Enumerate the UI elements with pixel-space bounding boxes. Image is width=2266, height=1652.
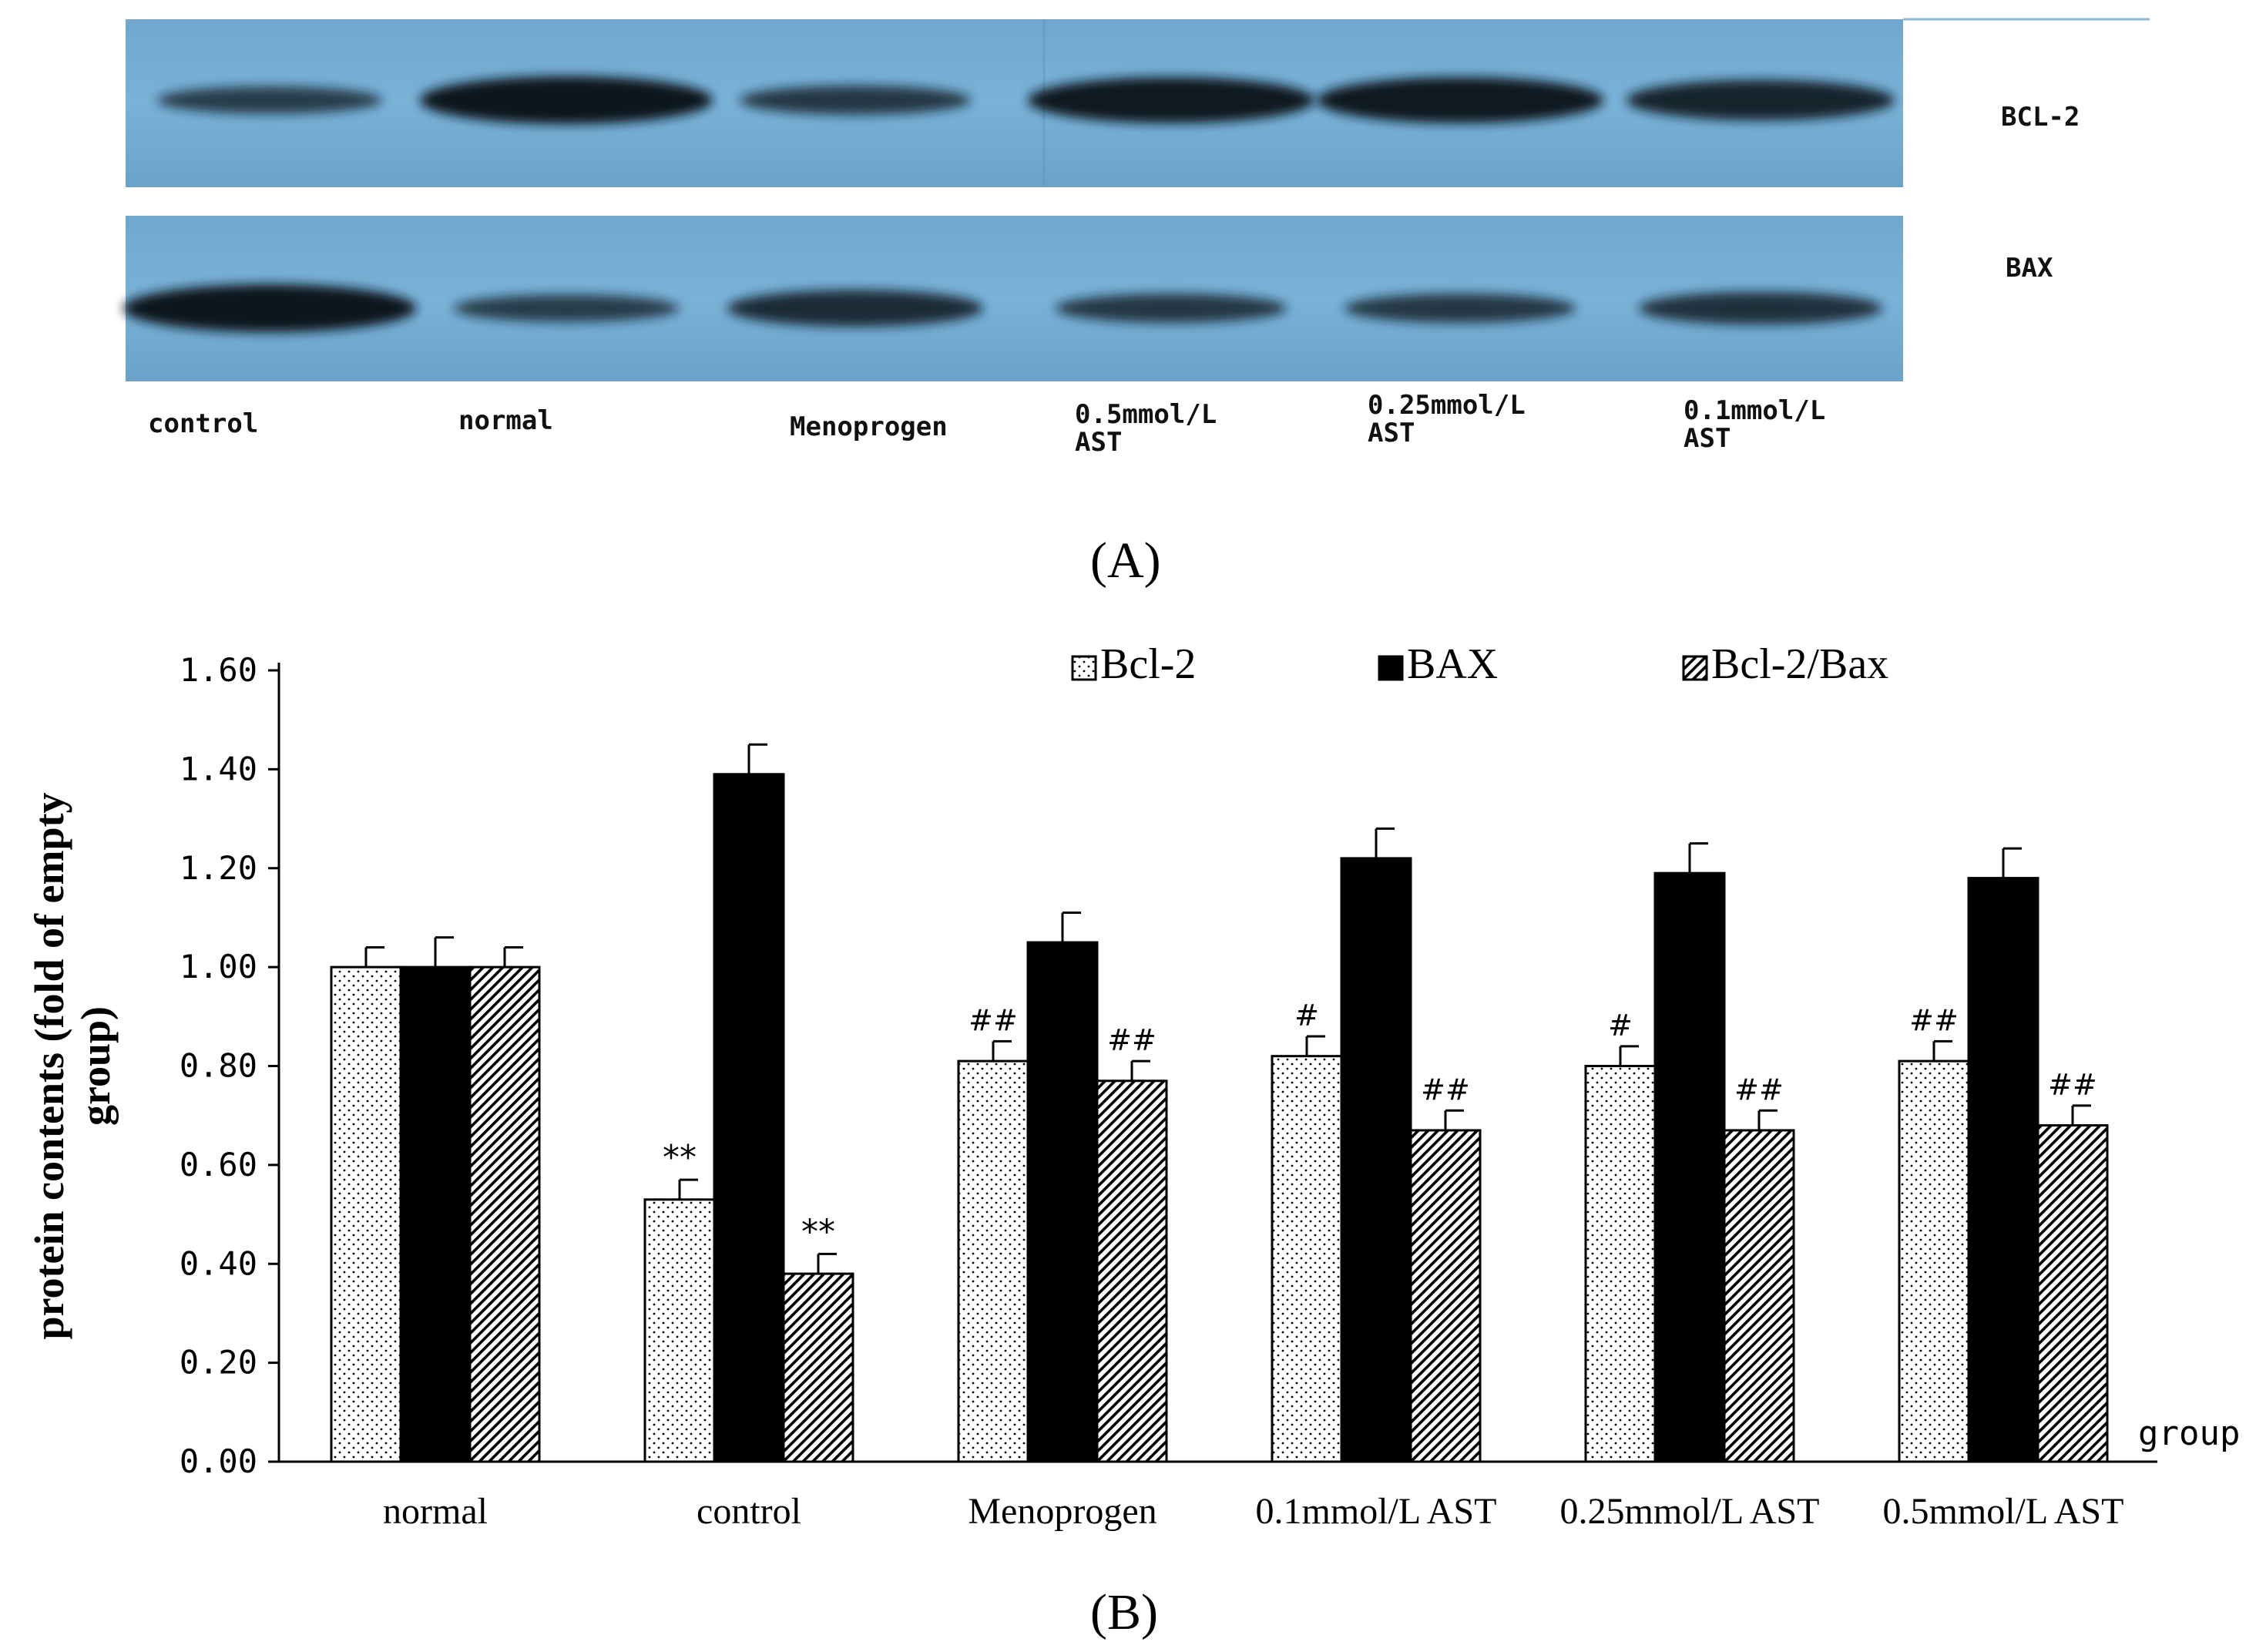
x-tick-label: 0.5mmol/L AST [1883,1491,2124,1532]
band-bcl2-lane-3 [740,86,971,115]
y-tick-label: 0.40 [180,1244,257,1282]
bar-bcl2bax-5 [2036,1124,2109,1463]
x-tick-label: 0.1mmol/L AST [1256,1491,1497,1532]
bar-bcl2bax-0 [468,965,541,1463]
band-bax-lane-3 [727,290,983,327]
band-bcl2-lane-6 [1626,79,1895,121]
y-tick-label: 1.20 [180,849,257,887]
legend-label-bcl2bax: Bcl-2/Bax [1711,640,1888,688]
y-tick-label: 0.60 [180,1146,257,1184]
lane-label-control: control [148,408,259,439]
western-blot-panel [123,18,2150,381]
y-axis-title-line-1: protein contents (fold of empty [26,793,72,1340]
significance-annotation: ## [969,1003,1018,1037]
bar-bax-4 [1653,871,1726,1463]
y-axis-title: protein contents (fold of emptygroup) [26,793,119,1340]
bar-bax-1 [713,773,785,1463]
y-tick-label: 0.20 [180,1344,257,1382]
protein-label-bcl2: BCL-2 [2001,102,2080,133]
significance-annotation: ## [1734,1073,1784,1106]
band-bax-lane-1 [123,284,416,332]
bar-bcl2-1 [643,1198,716,1463]
significance-annotation: ## [1421,1073,1470,1106]
bar-bcl2-3 [1271,1055,1343,1463]
y-tick-label: 1.00 [180,948,257,985]
band-bax-lane-5 [1344,294,1576,323]
bar-bcl2-2 [957,1059,1029,1463]
y-axis-title-line-2: group) [72,1006,119,1126]
significance-annotation: ## [1909,1003,1959,1037]
significance-annotation: ** [663,1138,697,1177]
protein-label-bax: BAX [2006,253,2053,284]
legend-label-bcl2: Bcl-2 [1100,640,1196,688]
x-tick-label: Menoprogen [968,1491,1156,1532]
band-bcl2-lane-5 [1317,77,1603,123]
bar-bax-5 [1967,877,2039,1463]
panel-b-label: (B) [1090,1584,1158,1640]
significance-annotation: ## [1107,1023,1156,1057]
legend-label-bax: BAX [1407,640,1498,688]
band-bax-lane-4 [1056,294,1287,323]
bar-bcl2-0 [330,965,402,1463]
panel-a-label: (A) [1090,532,1161,589]
bar-bcl2-4 [1584,1065,1657,1463]
bar-bcl2bax-2 [1096,1080,1168,1463]
y-tick-label: 0.80 [180,1047,257,1085]
lane-label-0-5mmol-ast: 0.5mmol/L AST [1075,399,1217,458]
lane-label-0-1mmol-ast: 0.1mmol/L AST [1684,395,1826,454]
significance-annotation: ** [801,1212,835,1251]
bar-chart-panel: 0.00 0.20 0.40 0.60 0.80 1.00 1.20 1.40 1.60 prot… [26,640,2240,1532]
y-tick-label: 1.60 [180,651,257,689]
x-tick-label: control [697,1491,801,1532]
lane-label-menoprogen: Menoprogen [790,411,948,442]
bar-bcl2bax-3 [1409,1129,1482,1463]
y-tick-label: 1.40 [180,750,257,787]
bar-bax-0 [399,965,472,1463]
lane-label-0-25mmol-ast: 0.25mmol/L AST [1368,390,1526,448]
significance-annotation: ## [2048,1068,2097,1102]
legend-swatch-bcl2bax [1682,655,1708,681]
band-bcl2-lane-4 [1028,77,1314,123]
band-bcl2-lane-2 [420,76,713,124]
band-bax-lane-6 [1639,291,1882,325]
significance-annotation: # [1608,1009,1633,1043]
bar-bax-2 [1026,941,1099,1463]
bar-bax-3 [1340,857,1412,1463]
lane-label-normal: normal [458,405,553,436]
blot-bands [123,76,1895,332]
x-tick-label: normal [383,1491,488,1532]
bax-membrane-strip [126,216,1903,381]
y-tick-label: 0.00 [180,1442,257,1480]
band-bax-lane-2 [454,294,679,322]
band-bcl2-lane-1 [157,86,382,114]
x-tick-label: 0.25mmol/L AST [1560,1491,1820,1532]
bar-bcl2bax-1 [782,1272,854,1463]
legend-swatch-bax [1378,655,1404,681]
bar-bcl2bax-4 [1723,1129,1795,1463]
legend-swatch-bcl2 [1071,655,1097,681]
x-axis-title: group [2138,1414,2240,1453]
bar-bcl2-5 [1898,1059,1970,1463]
significance-annotation: # [1294,999,1319,1032]
